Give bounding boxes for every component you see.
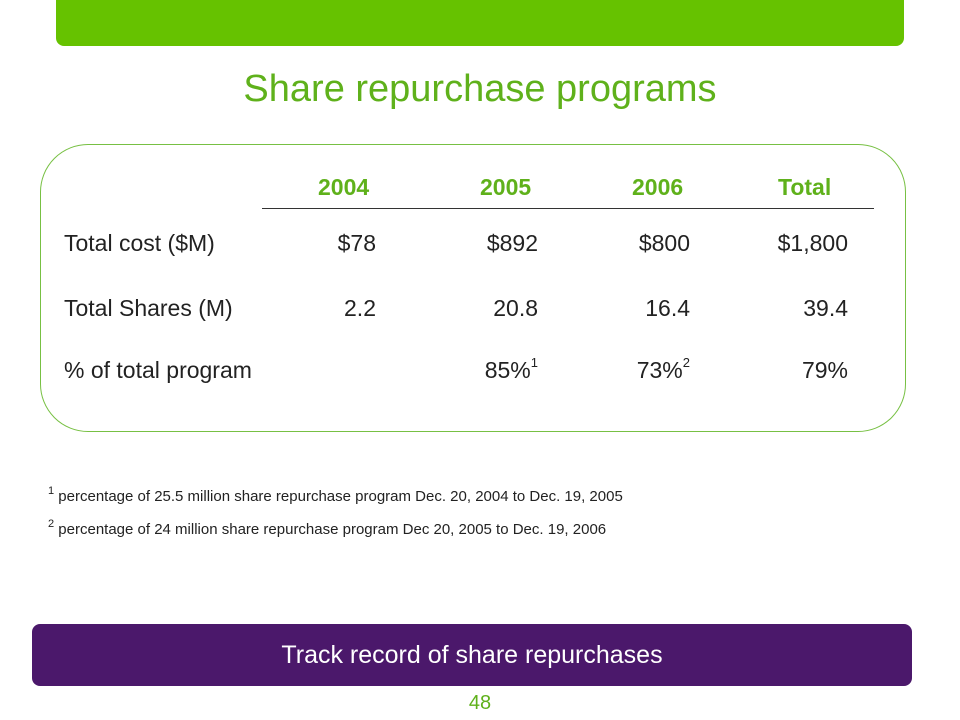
data-table-frame [40, 144, 906, 432]
row-label-total-shares: Total Shares (M) [64, 295, 233, 321]
cell-total-cost-2005: $892 [486, 230, 538, 256]
column-header-2004: 2004 [318, 174, 370, 200]
cell-total-shares-2004: 2.2 [344, 295, 376, 321]
row-label-percent-of-program: % of total program [64, 357, 252, 383]
column-header-2006: 2006 [632, 174, 684, 200]
header-divider [262, 208, 874, 209]
cell-total-cost-2004: $78 [337, 230, 376, 256]
page-title: Share repurchase programs [243, 68, 717, 110]
summary-banner: Track record of share repurchases [32, 624, 912, 686]
footnote-marker-2: 2 [682, 355, 690, 370]
top-accent-bar [56, 0, 904, 46]
cell-percent-2006: 73%2 [636, 355, 690, 383]
footnote-1: 1 percentage of 25.5 million share repur… [48, 485, 623, 505]
cell-total-cost-total: $1,800 [777, 230, 848, 256]
cell-percent-2005: 85%1 [484, 355, 538, 383]
cell-total-shares-total: 39.4 [803, 295, 848, 321]
cell-percent-total: 79% [801, 357, 848, 383]
cell-total-shares-2005: 20.8 [493, 295, 538, 321]
column-header-2005: 2005 [480, 174, 532, 200]
cell-total-shares-2006: 16.4 [645, 295, 690, 321]
page-number: 48 [468, 692, 492, 714]
cell-total-cost-2006: $800 [638, 230, 690, 256]
footnote-marker-1: 1 [530, 355, 538, 370]
row-label-total-cost: Total cost ($M) [64, 230, 215, 256]
column-header-total: Total [778, 174, 832, 200]
footnote-2: 2 percentage of 24 million share repurch… [48, 518, 607, 538]
